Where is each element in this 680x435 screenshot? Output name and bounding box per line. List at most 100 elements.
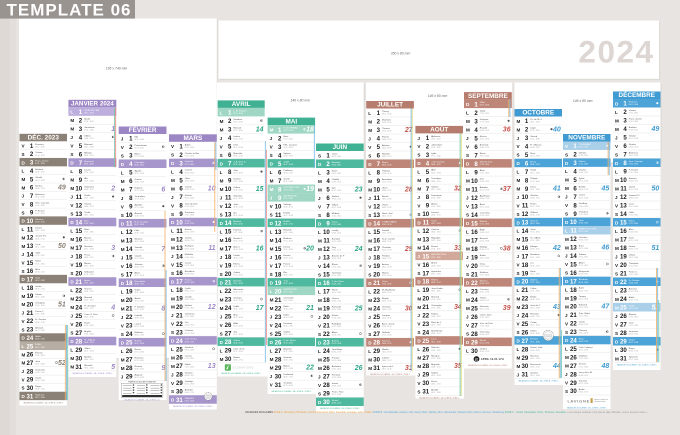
svg-text:L: L [565, 228, 568, 233]
svg-text:D: D [417, 220, 421, 225]
svg-text:10: 10 [176, 220, 183, 227]
svg-text:08:12 - 16:46: 08:12 - 16:46 [579, 147, 589, 149]
svg-text:08:12 - 16:46: 08:12 - 16:46 [35, 347, 45, 349]
svg-text:D: D [565, 161, 569, 166]
svg-text:M: M [22, 185, 26, 190]
svg-text:24: 24 [471, 297, 478, 304]
svg-text:23: 23 [522, 304, 529, 311]
svg-text:ECOMATIONS: ECOMATIONS [233, 365, 254, 369]
svg-text:PENTECÔTE: PENTECÔTE [283, 288, 297, 291]
svg-text:V: V [121, 145, 125, 150]
svg-text:08:46 - 17:02: 08:46 - 17:02 [332, 250, 342, 252]
svg-text:Agnès: Agnès [84, 279, 91, 282]
svg-text:Valentin: Valentin [135, 246, 144, 249]
svg-text:24: 24 [373, 306, 380, 313]
svg-text:8: 8 [228, 169, 232, 176]
svg-text:D: D [466, 340, 470, 345]
svg-text:Bernadette: Bernadette [135, 280, 146, 283]
svg-text:Eugénie: Eugénie [135, 188, 144, 190]
svg-text:4: 4 [426, 160, 430, 167]
svg-text:M: M [318, 298, 322, 303]
svg-text:Ninon: Ninon [629, 221, 635, 223]
svg-text:23: 23 [373, 297, 380, 304]
svg-text:Viviane: Viviane [35, 152, 43, 154]
svg-text:M: M [368, 179, 372, 184]
svg-text:37: 37 [503, 186, 512, 193]
svg-text:06:12 - 19:58: 06:12 - 19:58 [283, 164, 293, 166]
svg-text:Cath. Labouré: Cath. Labouré [579, 346, 594, 349]
svg-text:07:21 - 18:45: 07:21 - 18:45 [480, 173, 490, 175]
svg-text:Félix: Félix [135, 230, 141, 232]
svg-text:24: 24 [27, 335, 34, 342]
svg-text:Raymond: Raymond [84, 161, 94, 163]
svg-text:17: 17 [176, 279, 183, 286]
svg-text:14: 14 [275, 237, 282, 244]
svg-text:06:12 - 19:58: 06:12 - 19:58 [629, 342, 639, 344]
svg-text:24: 24 [522, 313, 529, 320]
svg-text:19: 19 [323, 306, 330, 313]
svg-text:07:21 - 18:45: 07:21 - 18:45 [185, 265, 195, 267]
svg-text:Défunts: Défunts [579, 151, 587, 154]
svg-text:Germaine: Germaine [332, 272, 342, 275]
svg-text:06:12 - 19:58: 06:12 - 19:58 [431, 324, 441, 326]
svg-text:Denise: Denise [283, 247, 291, 249]
svg-text:Charles: Charles [579, 168, 587, 171]
svg-text:Jean de C.: Jean de C. [530, 305, 541, 307]
svg-text:06:48 - 19:22: 06:48 - 19:22 [530, 248, 540, 250]
svg-text:S: S [517, 330, 520, 335]
svg-text:J: J [517, 254, 520, 259]
svg-text:06:48 - 19:22: 06:48 - 19:22 [530, 147, 540, 149]
svg-text:André: André [579, 388, 586, 391]
svg-text:07:54 - 18:10: 07:54 - 18:10 [431, 350, 441, 352]
svg-text:08:12 - 16:46: 08:12 - 16:46 [84, 265, 94, 267]
svg-text:J.-M. Vianney: J.-M. Vianney [431, 161, 445, 163]
svg-text:06:12 - 19:58: 06:12 - 19:58 [233, 147, 243, 149]
svg-text:S: S [270, 153, 273, 158]
svg-text:D: D [517, 339, 521, 344]
svg-text:M: M [615, 237, 619, 242]
svg-text:07:21 - 18:45: 07:21 - 18:45 [629, 121, 639, 123]
svg-text:9: 9 [525, 186, 529, 193]
svg-text:Sylvestre: Sylvestre [35, 393, 45, 396]
svg-text:Ignace de L.: Ignace de L. [382, 366, 394, 368]
svg-text:06:12 - 19:58: 06:12 - 19:58 [480, 343, 490, 345]
svg-text:7: 7 [525, 169, 529, 176]
svg-text:D: D [22, 394, 26, 399]
svg-text:D: D [466, 221, 470, 226]
svg-text:M: M [121, 187, 125, 192]
svg-text:V: V [121, 323, 125, 328]
svg-text:07:54 - 18:10: 07:54 - 18:10 [629, 113, 639, 115]
svg-text:11: 11 [471, 186, 478, 193]
svg-text:Angèle: Angèle [84, 330, 92, 333]
svg-text:Jean-Bapt.: Jean-Bapt. [332, 348, 343, 351]
svg-text:M: M [615, 178, 619, 183]
svg-text:Élodie: Élodie [530, 295, 537, 298]
svg-text:30: 30 [373, 357, 380, 364]
svg-text:06:48 - 19:22: 06:48 - 19:22 [480, 334, 490, 336]
svg-text:M: M [517, 305, 521, 310]
svg-text:Fr.-Xavière: Fr.-Xavière [629, 279, 640, 282]
svg-text:08:12 - 16:46: 08:12 - 16:46 [332, 309, 342, 311]
svg-text:18: 18 [176, 287, 183, 294]
svg-text:Irène: Irène [233, 143, 239, 146]
svg-text:3: 3 [129, 153, 133, 160]
svg-text:19: 19 [306, 186, 314, 193]
svg-text:27: 27 [275, 348, 282, 355]
svg-text:V: V [22, 202, 26, 207]
svg-text:08:46 - 17:02: 08:46 - 17:02 [629, 198, 639, 200]
svg-text:6: 6 [278, 169, 282, 176]
svg-text:25: 25 [75, 313, 82, 320]
svg-text:07:21 - 18:45: 07:21 - 18:45 [382, 182, 392, 184]
svg-text:29: 29 [373, 348, 380, 355]
svg-text:06:12 - 19:58: 06:12 - 19:58 [332, 190, 342, 192]
svg-text:08:12 - 16:46: 08:12 - 16:46 [530, 223, 540, 225]
svg-text:Bénédicte: Bénédicte [185, 270, 196, 273]
svg-text:06:12 - 19:58: 06:12 - 19:58 [233, 249, 243, 251]
svg-text:VACANCES SCOLAIRES : ZA - ZONE: VACANCES SCOLAIRES : ZA - ZONE B - ZONE … [468, 364, 509, 367]
svg-text:M: M [368, 238, 372, 243]
svg-text:18: 18 [422, 279, 429, 286]
svg-text:06:48 - 19:22: 06:48 - 19:22 [283, 258, 293, 260]
svg-text:06:48 - 19:22: 06:48 - 19:22 [84, 189, 94, 191]
svg-text:08:46 - 17:02: 08:46 - 17:02 [530, 215, 540, 217]
svg-text:07:21 - 18:45: 07:21 - 18:45 [135, 156, 145, 158]
